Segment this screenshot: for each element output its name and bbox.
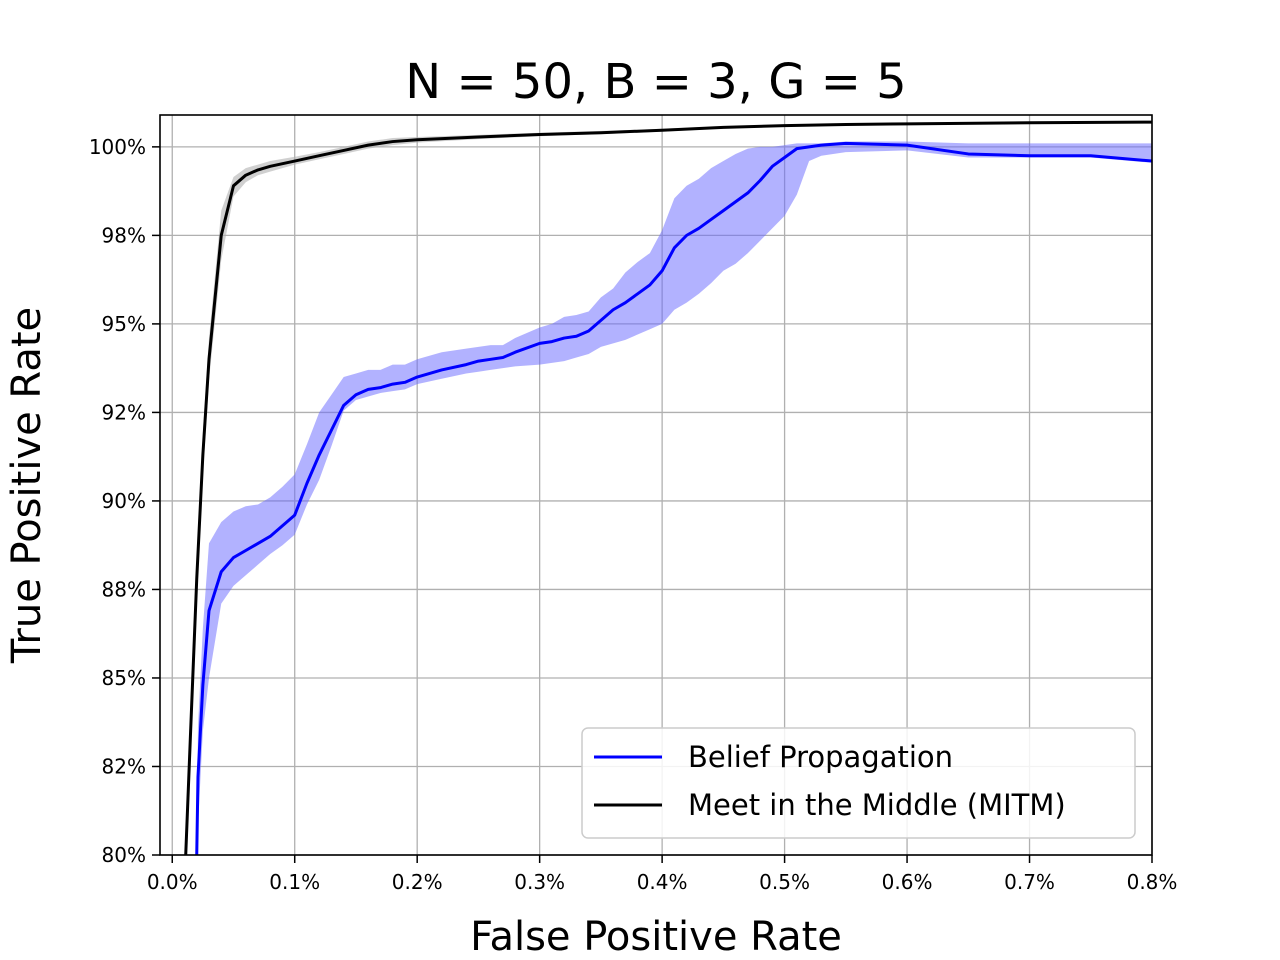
x-tick-label: 0.2% bbox=[392, 870, 443, 894]
legend-box bbox=[581, 727, 1136, 839]
y-tick-label: 92% bbox=[102, 400, 146, 424]
line-belief-propagation bbox=[195, 141, 1152, 855]
y-axis-label: True Positive Rate bbox=[4, 307, 50, 664]
x-tick-label: 0.4% bbox=[637, 870, 688, 894]
y-tick-label: 100% bbox=[89, 135, 146, 159]
x-tick-label: 0.3% bbox=[514, 870, 565, 894]
legend-label-mitm: Meet in the Middle (MITM) bbox=[688, 788, 1066, 822]
y-tick-label: 90% bbox=[102, 489, 146, 513]
legend: Belief Propagation Meet in the Middle (M… bbox=[581, 727, 1136, 839]
x-tick-label: 0.5% bbox=[759, 870, 810, 894]
y-tick-label: 95% bbox=[102, 312, 146, 336]
y-tick-label: 80% bbox=[102, 843, 146, 867]
chart-title: N = 50, B = 3, G = 5 bbox=[405, 54, 906, 110]
x-tick-label: 0.8% bbox=[1127, 870, 1178, 894]
y-axis-ticks: 80% 82% 85% 88% 90% 92% 95% 98% 100% bbox=[89, 135, 160, 867]
y-tick-label: 82% bbox=[102, 754, 146, 778]
x-tick-label: 0.6% bbox=[882, 870, 933, 894]
plot-frame bbox=[159, 114, 1153, 856]
x-tick-label: 0.7% bbox=[1004, 870, 1055, 894]
x-tick-label: 0.0% bbox=[147, 870, 198, 894]
y-tick-label: 85% bbox=[102, 666, 146, 690]
series-lines bbox=[184, 120, 1152, 855]
legend-label-belief-propagation: Belief Propagation bbox=[688, 740, 953, 774]
x-tick-label: 0.1% bbox=[269, 870, 320, 894]
x-axis-ticks: 0.0% 0.1% 0.2% 0.3% 0.4% 0.5% 0.6% 0.7% 0.8% bbox=[147, 855, 1178, 894]
y-tick-label: 88% bbox=[102, 577, 146, 601]
line-mitm bbox=[184, 120, 1152, 855]
confidence-bands bbox=[185, 121, 1152, 855]
y-tick-label: 98% bbox=[102, 223, 146, 247]
band-belief-propagation bbox=[196, 141, 1152, 855]
x-axis-label: False Positive Rate bbox=[470, 914, 842, 960]
